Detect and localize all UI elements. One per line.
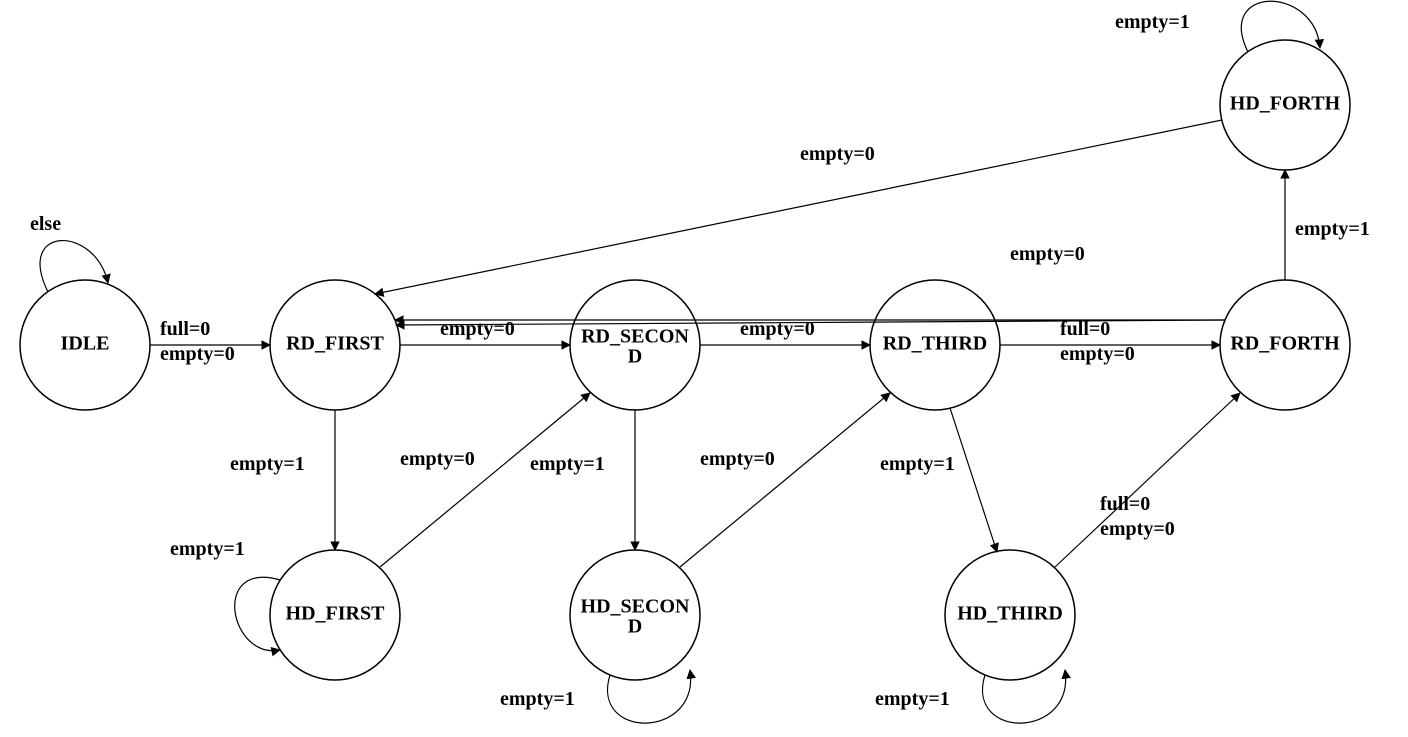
- node-rd-forth: RD_FORTH: [1220, 280, 1350, 410]
- node-idle: IDLE: [20, 280, 150, 410]
- node-rd-forth-label: RD_FORTH: [1230, 333, 1340, 355]
- edge-hdthird-self-label: empty=1: [875, 688, 950, 710]
- state-diagram: IDLE RD_FIRST RD_SECON D RD_THIRD RD_FOR…: [0, 0, 1408, 737]
- node-rd-first: RD_FIRST: [270, 280, 400, 410]
- edge-hdforth-self: empty=1: [1115, 1, 1320, 52]
- edge-idle-rdfirst-label-2: empty=0: [160, 343, 235, 365]
- edge-hdfirst-rdsecond-label: empty=0: [400, 448, 475, 470]
- node-hd-first: HD_FIRST: [270, 550, 400, 680]
- node-rd-second-label-2: D: [628, 346, 642, 368]
- edge-hdthird-rdforth-label-2: empty=0: [1100, 518, 1175, 540]
- edge-rdthird-hdthird: empty=1: [880, 408, 997, 552]
- edge-hdfirst-rdsecond: empty=0: [380, 393, 590, 567]
- edge-hdforth-rdfirst: empty=0: [375, 120, 1222, 294]
- edge-rdthird-hdthird-label: empty=1: [880, 453, 955, 475]
- edge-rdfirst-hdfirst: empty=1: [230, 410, 335, 550]
- edge-rdforth-rdfirst-label: empty=0: [1010, 243, 1085, 265]
- node-rd-second: RD_SECON D: [570, 280, 700, 410]
- node-hd-third: HD_THIRD: [945, 550, 1075, 680]
- edge-hdthird-self: empty=1: [875, 670, 1066, 723]
- node-hd-second: HD_SECON D: [570, 550, 700, 680]
- edge-rdfirst-rdsecond: empty=0: [400, 318, 570, 345]
- node-rd-first-label: RD_FIRST: [286, 333, 384, 355]
- edge-rdfirst-rdsecond-label: empty=0: [440, 318, 515, 340]
- edge-hdthird-rdforth: full=0 empty=0: [1055, 393, 1240, 567]
- edge-idle-rdfirst-label-1: full=0: [160, 318, 210, 340]
- node-rd-third-label: RD_THIRD: [883, 333, 987, 355]
- edge-hdsecond-rdthird: empty=0: [680, 393, 890, 567]
- node-hd-first-label: HD_FIRST: [286, 603, 386, 625]
- node-hd-second-label-2: D: [628, 616, 642, 638]
- edge-rdsecond-rdthird-label: empty=0: [740, 318, 815, 340]
- node-rd-second-label-1: RD_SECON: [581, 326, 689, 348]
- edge-rdforth-hdforth: empty=1: [1285, 170, 1370, 280]
- edge-rdforth-hdforth-label: empty=1: [1295, 218, 1370, 240]
- node-idle-label: IDLE: [61, 333, 110, 355]
- node-hd-third-label: HD_THIRD: [957, 603, 1063, 625]
- edge-rdthird-rdforth: full=0 empty=0: [1000, 318, 1220, 365]
- edge-hdfirst-self-label: empty=1: [170, 538, 245, 560]
- edge-idle-self: else: [30, 213, 108, 292]
- edge-hdforth-rdfirst-label: empty=0: [800, 143, 875, 165]
- edge-hdsecond-rdthird-label: empty=0: [700, 448, 775, 470]
- edge-rd-forth-to-rd-first: empty=0: [396, 243, 1224, 325]
- edge-rdsecond-hdsecond-label: empty=1: [530, 453, 605, 475]
- node-hd-forth: HD_FORTH: [1220, 40, 1350, 170]
- edge-hdthird-rdforth-label-1: full=0: [1100, 493, 1150, 515]
- edge-idle-rdfirst: full=0 empty=0: [150, 318, 270, 365]
- edge-hdsecond-self-label: empty=1: [500, 688, 575, 710]
- edge-rdsecond-hdsecond: empty=1: [530, 410, 635, 550]
- node-hd-second-label-1: HD_SECON: [581, 596, 690, 618]
- node-hd-forth-label: HD_FORTH: [1230, 93, 1341, 115]
- node-rd-third: RD_THIRD: [870, 280, 1000, 410]
- edge-rdfirst-hdfirst-label: empty=1: [230, 453, 305, 475]
- edge-idle-self-label: else: [30, 213, 61, 235]
- edge-hdfirst-self: empty=1: [170, 538, 280, 651]
- edge-hdsecond-self: empty=1: [500, 670, 691, 723]
- edge-hdforth-self-label: empty=1: [1115, 11, 1190, 33]
- edge-rdthird-rdforth-label-2: empty=0: [1060, 343, 1135, 365]
